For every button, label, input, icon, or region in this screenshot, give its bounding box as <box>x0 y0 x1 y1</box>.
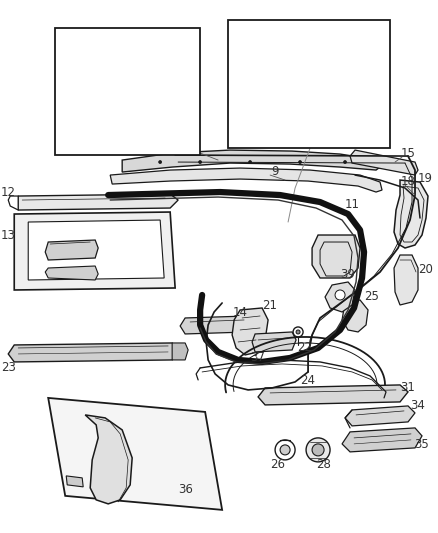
Text: 5: 5 <box>134 67 141 79</box>
Text: 36: 36 <box>178 483 193 496</box>
Circle shape <box>340 77 354 91</box>
Text: 19: 19 <box>417 172 432 184</box>
Polygon shape <box>345 406 415 426</box>
Text: 24: 24 <box>300 375 315 387</box>
Polygon shape <box>85 415 132 504</box>
Polygon shape <box>110 168 382 192</box>
Text: 12: 12 <box>1 185 16 198</box>
Text: 28: 28 <box>316 458 331 471</box>
Circle shape <box>306 438 330 462</box>
Text: 18: 18 <box>401 174 416 188</box>
Text: 22: 22 <box>297 342 313 354</box>
Polygon shape <box>394 180 428 248</box>
Polygon shape <box>232 308 268 355</box>
Circle shape <box>343 160 346 164</box>
Polygon shape <box>66 476 83 487</box>
Bar <box>55 28 200 155</box>
Polygon shape <box>258 385 408 405</box>
Polygon shape <box>394 255 418 305</box>
Polygon shape <box>28 220 164 280</box>
Text: 6: 6 <box>114 126 122 139</box>
Polygon shape <box>180 316 254 334</box>
Text: 15: 15 <box>401 147 416 159</box>
Text: 23: 23 <box>1 361 16 375</box>
Polygon shape <box>18 194 178 210</box>
Polygon shape <box>312 235 360 278</box>
Circle shape <box>159 160 162 164</box>
Text: 1: 1 <box>265 51 272 63</box>
Text: 11: 11 <box>345 198 360 211</box>
Polygon shape <box>325 282 355 312</box>
Circle shape <box>124 113 132 121</box>
Text: 20: 20 <box>419 263 434 277</box>
Circle shape <box>299 160 302 164</box>
Polygon shape <box>342 428 422 452</box>
Circle shape <box>312 444 324 456</box>
Text: 34: 34 <box>410 399 425 413</box>
Text: 4: 4 <box>354 47 362 61</box>
Polygon shape <box>14 212 175 290</box>
Text: 14: 14 <box>233 306 247 319</box>
Text: 26: 26 <box>271 458 286 471</box>
Text: 6: 6 <box>134 122 141 134</box>
Circle shape <box>335 290 345 300</box>
Polygon shape <box>8 343 180 362</box>
Text: 5: 5 <box>96 95 104 109</box>
Text: 31: 31 <box>401 382 416 394</box>
Polygon shape <box>45 240 98 260</box>
Polygon shape <box>250 64 307 108</box>
Polygon shape <box>48 398 222 510</box>
Text: 13: 13 <box>1 229 16 241</box>
Text: 37: 37 <box>251 351 265 365</box>
Text: 39: 39 <box>341 269 356 281</box>
Circle shape <box>271 84 283 96</box>
Circle shape <box>119 108 137 126</box>
Circle shape <box>249 160 251 164</box>
Circle shape <box>199 160 201 164</box>
Circle shape <box>343 80 351 88</box>
Polygon shape <box>45 266 98 280</box>
Circle shape <box>275 440 295 460</box>
Text: 9: 9 <box>272 165 279 177</box>
Circle shape <box>293 327 303 337</box>
Text: 4: 4 <box>372 38 380 51</box>
Circle shape <box>296 330 300 334</box>
Bar <box>228 20 390 148</box>
Text: 1: 1 <box>274 39 282 53</box>
Polygon shape <box>252 332 296 352</box>
Text: 8: 8 <box>191 142 199 156</box>
Text: 35: 35 <box>415 439 429 451</box>
Circle shape <box>280 445 290 455</box>
Text: 25: 25 <box>364 290 379 303</box>
Text: 21: 21 <box>263 300 278 312</box>
Polygon shape <box>122 150 380 172</box>
Polygon shape <box>350 150 418 175</box>
Polygon shape <box>172 343 188 360</box>
Polygon shape <box>342 300 368 332</box>
